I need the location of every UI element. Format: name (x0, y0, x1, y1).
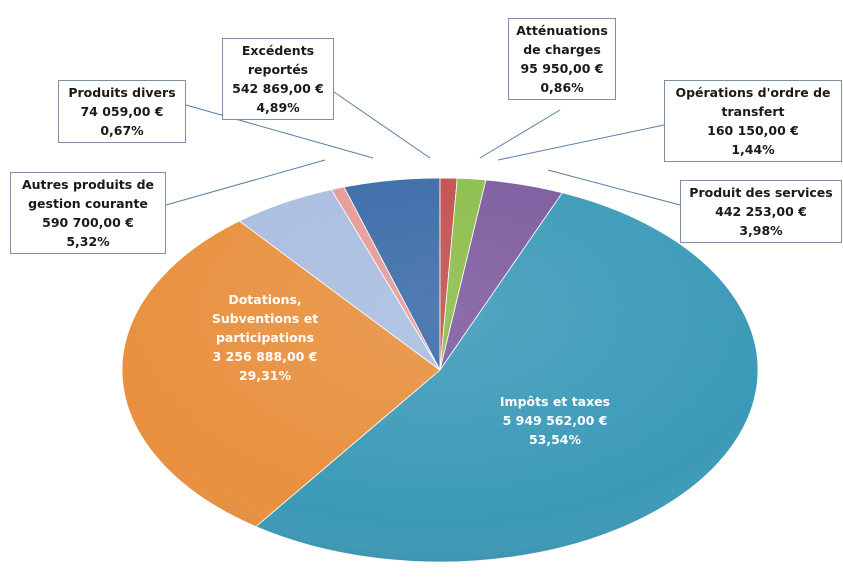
callout-line (547, 169, 681, 206)
label-name: Autres produits de gestion courante (21, 177, 154, 211)
callout-line (333, 91, 431, 159)
data-label: Produits divers 74 059,00 € 0,67% (58, 80, 186, 143)
label-percent: 53,54% (528, 432, 582, 447)
callout-line (479, 109, 561, 159)
data-label: Autres produits de gestion courante 590 7… (10, 172, 166, 254)
label-amount: 590 700,00 € (42, 215, 134, 230)
label-percent: 3,98% (739, 223, 783, 238)
data-label: Dotations, Subventions et participations… (190, 290, 340, 385)
data-label: Atténuations de charges 95 950,00 € 0,86% (508, 18, 616, 100)
label-amount: 95 950,00 € (520, 61, 604, 76)
label-name: Atténuations de charges (516, 23, 608, 57)
label-name: Opérations d'ordre de transfert (675, 85, 831, 119)
label-percent: 0,86% (540, 80, 584, 95)
callout-line (185, 104, 374, 159)
label-percent: 0,67% (100, 123, 144, 138)
label-name: Excédents reportés (241, 43, 315, 77)
label-percent: 5,32% (66, 234, 110, 249)
label-amount: 74 059,00 € (80, 104, 164, 119)
label-amount: 5 949 562,00 € (502, 413, 608, 428)
label-percent: 4,89% (256, 100, 300, 115)
data-label: Opérations d'ordre de transfert 160 150,0… (664, 80, 842, 162)
label-percent: 29,31% (238, 368, 292, 383)
label-amount: 160 150,00 € (707, 123, 799, 138)
data-label: Produit des services 442 253,00 € 3,98% (680, 180, 842, 243)
label-name: Produit des services (689, 185, 833, 200)
label-amount: 3 256 888,00 € (212, 349, 318, 364)
callout-line (165, 159, 326, 206)
label-percent: 1,44% (731, 142, 775, 157)
label-amount: 442 253,00 € (715, 204, 807, 219)
label-amount: 542 869,00 € (232, 81, 324, 96)
data-label: Excédents reportés 542 869,00 € 4,89% (222, 38, 334, 120)
label-name: Dotations, Subventions et participations (211, 292, 319, 345)
label-name: Impôts et taxes (499, 394, 611, 409)
data-label: Impôts et taxes 5 949 562,00 € 53,54% (480, 392, 630, 449)
label-name: Produits divers (68, 85, 176, 100)
callout-line (497, 124, 665, 161)
